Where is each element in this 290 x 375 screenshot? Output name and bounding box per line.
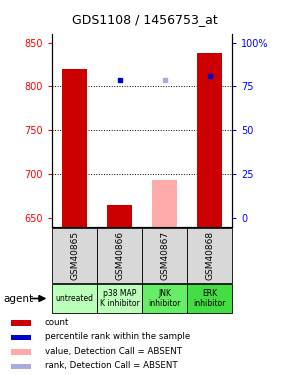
Bar	[142, 284, 187, 313]
Bar	[12, 335, 31, 340]
Text: percentile rank within the sample: percentile rank within the sample	[45, 332, 190, 341]
Bar	[52, 284, 97, 313]
Bar	[187, 284, 232, 313]
Text: p38 MAP
K inhibitor: p38 MAP K inhibitor	[100, 289, 139, 308]
Bar	[97, 284, 142, 313]
Text: GSM40866: GSM40866	[115, 231, 124, 280]
Bar	[142, 228, 187, 283]
Bar	[197, 53, 222, 227]
Text: count: count	[45, 318, 69, 327]
Text: rank, Detection Call = ABSENT: rank, Detection Call = ABSENT	[45, 362, 177, 370]
Text: GSM40868: GSM40868	[205, 231, 214, 280]
Bar	[12, 350, 31, 355]
Text: GSM40865: GSM40865	[70, 231, 79, 280]
Bar	[152, 180, 177, 227]
Text: JNK
inhibitor: JNK inhibitor	[148, 289, 181, 308]
Bar	[52, 228, 97, 283]
Bar	[12, 364, 31, 369]
Text: GSM40867: GSM40867	[160, 231, 169, 280]
Bar	[187, 228, 232, 283]
Bar	[12, 320, 31, 326]
Text: untreated: untreated	[56, 294, 94, 303]
Bar	[97, 228, 142, 283]
Bar	[107, 205, 132, 227]
Text: value, Detection Call = ABSENT: value, Detection Call = ABSENT	[45, 347, 182, 356]
Text: GDS1108 / 1456753_at: GDS1108 / 1456753_at	[72, 13, 218, 26]
Text: agent: agent	[3, 294, 33, 303]
Bar	[62, 69, 87, 227]
Text: ERK
inhibitor: ERK inhibitor	[193, 289, 226, 308]
